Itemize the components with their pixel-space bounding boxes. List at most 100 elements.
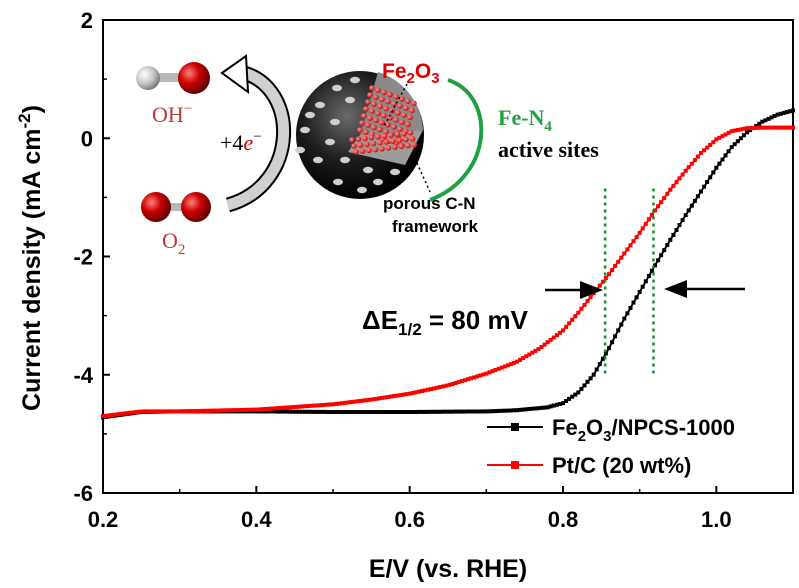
series-point-1 [413, 390, 418, 395]
series-point-1 [245, 407, 250, 412]
porous-label-line2: framework [392, 217, 479, 236]
series-point-0 [536, 406, 541, 411]
series-point-1 [622, 251, 627, 256]
series-point-0 [791, 108, 795, 113]
series-point-1 [603, 276, 608, 280]
series-point-1 [346, 400, 351, 405]
series-point-1 [521, 356, 526, 361]
fe2o3-particle [385, 122, 391, 128]
fe2o3-particle [397, 126, 403, 132]
series-point-1 [186, 409, 191, 414]
series-point-0 [530, 406, 535, 411]
series-point-0 [499, 408, 504, 413]
series-point-0 [505, 408, 510, 413]
series-point-0 [349, 410, 354, 414]
series-point-0 [640, 284, 645, 289]
series-point-1 [189, 409, 194, 414]
series-point-1 [395, 393, 400, 398]
series-point-0 [303, 409, 308, 414]
fe2o3-particle [368, 134, 375, 141]
electrons-label: +4e− [220, 129, 262, 155]
fe2o3-particle [355, 136, 362, 142]
series-point-1 [416, 389, 421, 394]
series-point-1 [680, 172, 685, 177]
series-point-0 [392, 410, 397, 414]
series-point-0 [745, 130, 749, 135]
series-point-0 [576, 390, 581, 395]
series-point-1 [539, 345, 544, 349]
series-point-0 [377, 410, 381, 414]
fe2o3-particle [371, 124, 377, 131]
delta-e-arrows [545, 280, 745, 299]
series-point-1 [217, 408, 222, 413]
series-point-1 [732, 128, 737, 133]
fe2o3-particle [385, 145, 392, 151]
series-point-0 [269, 409, 274, 414]
series-point-0 [518, 407, 523, 412]
fe2o3-particle [395, 110, 401, 116]
series-point-1 [355, 399, 360, 404]
series-point-0 [628, 305, 633, 310]
fe2o3-particle [375, 110, 381, 117]
series-point-1 [269, 406, 274, 411]
series-point-0 [717, 161, 722, 166]
series-point-1 [300, 404, 305, 409]
series-point-0 [561, 401, 565, 406]
pore-dot [332, 84, 342, 92]
series-point-1 [656, 204, 661, 209]
series-point-1 [251, 407, 256, 412]
series-point-1 [607, 272, 611, 277]
series-point-1 [162, 409, 167, 414]
series-point-1 [404, 392, 409, 397]
series-point-1 [450, 382, 455, 386]
series-point-1 [208, 408, 213, 413]
fe2o3-particle [390, 138, 396, 144]
pore-dot [315, 101, 325, 109]
series-point-1 [334, 401, 339, 406]
series-point-1 [646, 217, 651, 222]
series-point-1 [582, 302, 587, 307]
series-point-1 [490, 369, 495, 374]
series-point-1 [754, 125, 759, 130]
series-point-0 [646, 274, 651, 278]
series-point-1 [349, 400, 354, 404]
series-point-0 [542, 405, 547, 410]
fe2o3-particle [375, 134, 381, 140]
x-tick-label: 0.8 [548, 507, 579, 532]
series-point-0 [735, 139, 740, 144]
series-point-0 [462, 409, 467, 414]
series-point-1 [766, 125, 771, 130]
series-point-0 [714, 165, 719, 170]
series-point-1 [214, 408, 219, 413]
series-point-0 [361, 410, 366, 414]
series-point-0 [622, 316, 627, 321]
series-layer [101, 108, 795, 420]
series-point-0 [423, 409, 427, 414]
series-point-0 [508, 408, 513, 413]
series-point-0 [441, 409, 446, 414]
series-point-0 [784, 110, 789, 115]
series-point-1 [600, 279, 605, 284]
series-point-1 [576, 310, 581, 315]
series-point-1 [741, 126, 746, 131]
series-point-1 [373, 396, 378, 401]
series-point-1 [717, 135, 722, 140]
series-point-1 [278, 405, 283, 410]
series-point-0 [634, 295, 639, 300]
hydroxide-label: OH− [152, 101, 192, 127]
series-point-0 [674, 228, 679, 232]
series-point-0 [478, 409, 483, 414]
series-point-1 [174, 409, 179, 414]
fe2o3-particle [405, 142, 411, 149]
curved-reaction-arrow-icon [220, 54, 291, 213]
series-point-1 [508, 362, 513, 367]
series-point-0 [438, 409, 443, 414]
series-point-0 [619, 322, 624, 327]
series-point-1 [272, 406, 277, 411]
series-point-0 [266, 409, 271, 414]
series-point-0 [300, 409, 305, 414]
series-point-1 [226, 408, 231, 413]
series-point-1 [665, 191, 670, 196]
fe2o3-particle [369, 108, 375, 114]
fe2o3-particle [405, 121, 411, 128]
